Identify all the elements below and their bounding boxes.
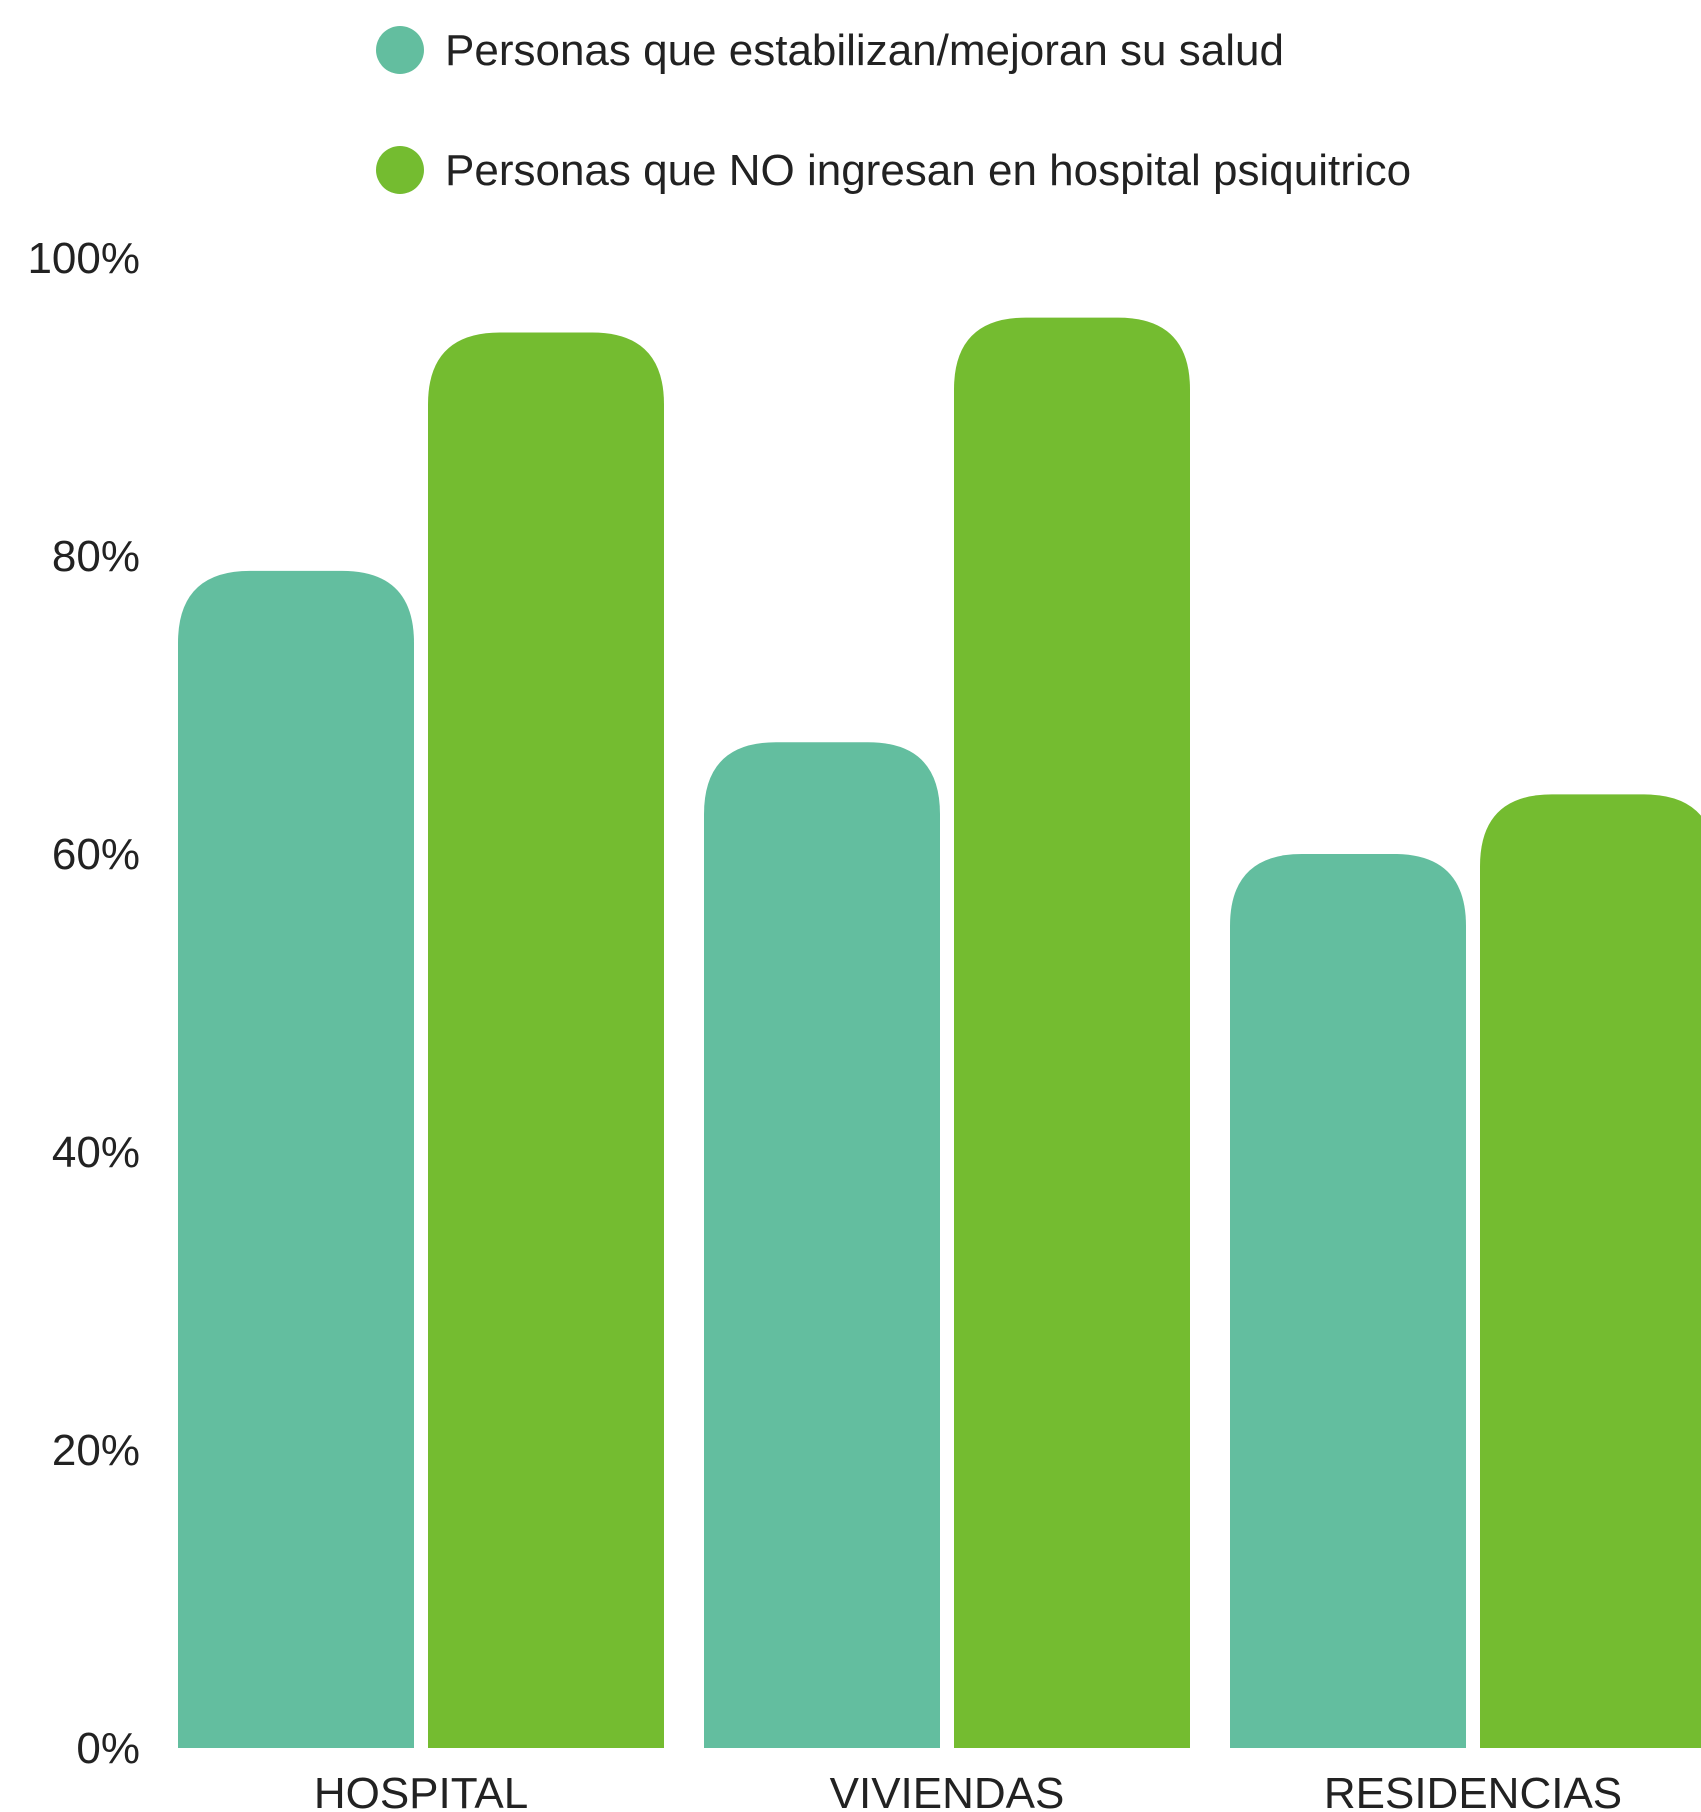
y-tick-label: 0% <box>76 1724 140 1773</box>
bar-viviendas-series-1 <box>704 742 940 1748</box>
bar-residencias-series-2 <box>1480 794 1701 1748</box>
bar-hospital-series-2 <box>428 332 664 1748</box>
x-category-label: RESIDENCIAS <box>1324 1769 1622 1812</box>
y-tick-label: 40% <box>52 1128 140 1177</box>
x-category-label: HOSPITAL <box>314 1769 528 1812</box>
bar-residencias-series-1 <box>1230 854 1466 1748</box>
legend-marker-2 <box>376 146 424 194</box>
bar-hospital-series-1 <box>178 570 414 1748</box>
legend-label-1: Personas que estabilizan/mejoran su salu… <box>445 26 1284 75</box>
x-category-label: VIVIENDAS <box>830 1769 1065 1812</box>
x-axis: HOSPITAL VIVIENDAS RESIDENCIAS <box>314 1769 1622 1812</box>
y-tick-label: 20% <box>52 1426 140 1475</box>
legend-marker-1 <box>376 26 424 74</box>
y-tick-label: 100% <box>27 234 140 283</box>
legend-label-2: Personas que NO ingresan en hospital psi… <box>445 146 1411 195</box>
bar-viviendas-series-2 <box>954 317 1190 1749</box>
legend: Personas que estabilizan/mejoran su salu… <box>376 26 1411 195</box>
bars <box>178 317 1701 1749</box>
y-axis: 0% 20% 40% 60% 80% 100% <box>27 234 140 1773</box>
y-tick-label: 60% <box>52 830 140 879</box>
y-tick-label: 80% <box>52 532 140 581</box>
